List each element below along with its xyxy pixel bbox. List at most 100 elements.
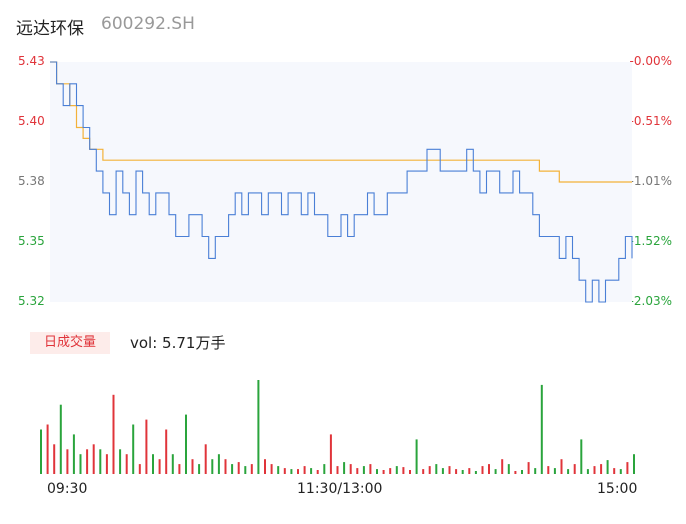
volume-bar — [586, 469, 589, 474]
volume-bar — [290, 469, 293, 474]
volume-bar — [613, 468, 616, 474]
volume-bar — [204, 444, 207, 474]
volume-bar — [250, 464, 253, 474]
volume-bar — [494, 469, 497, 474]
volume-bar — [455, 469, 458, 474]
volume-bar — [198, 464, 201, 474]
volume-bar — [132, 424, 135, 474]
volume-bar — [72, 434, 75, 474]
volume-bar — [474, 471, 477, 474]
volume-bar — [428, 466, 431, 474]
volume-bar — [329, 434, 332, 474]
volume-bar — [514, 471, 517, 474]
volume-bar — [593, 466, 596, 474]
volume-bar — [105, 454, 108, 474]
time-tick-label: 15:00 — [597, 481, 638, 497]
volume-bar — [389, 468, 392, 474]
volume-bar — [580, 439, 583, 474]
volume-bar — [409, 470, 411, 474]
volume-bar — [92, 444, 95, 474]
volume-bar — [125, 454, 128, 474]
volume-bar — [185, 414, 187, 474]
price-tick-label: 5.32 — [18, 294, 45, 308]
volume-bar — [534, 468, 537, 474]
volume-bar — [224, 459, 227, 474]
volume-bar — [310, 468, 313, 474]
volume-bar — [165, 429, 168, 474]
volume-bar — [626, 462, 629, 474]
volume-bar — [86, 449, 89, 474]
volume-bar — [619, 469, 622, 474]
volume-bar — [217, 454, 220, 474]
volume-bar — [343, 462, 346, 474]
volume-bar — [382, 470, 385, 474]
volume-bar — [422, 469, 425, 474]
volume-bar — [171, 454, 174, 474]
volume-bar — [600, 464, 603, 474]
pct-tick-label: -0.51% — [629, 114, 672, 128]
price-tick-label: 5.43 — [18, 54, 45, 68]
volume-bar — [507, 464, 510, 474]
volume-bar — [468, 468, 471, 474]
volume-bar — [448, 466, 451, 474]
volume-bar — [323, 464, 326, 474]
volume-bar — [356, 468, 359, 474]
volume-bar — [211, 459, 214, 474]
volume-bar — [501, 459, 504, 474]
volume-bar — [237, 462, 240, 474]
volume-bar — [283, 468, 286, 474]
volume-bar — [336, 466, 339, 474]
volume-bar — [540, 384, 543, 474]
price-line — [50, 61, 633, 303]
volume-bar — [553, 468, 556, 474]
volume-bar — [264, 459, 266, 474]
volume-bar — [277, 466, 280, 474]
volume-bar — [441, 468, 444, 474]
volume-bar — [362, 466, 365, 474]
volume-bar — [316, 470, 319, 474]
volume-bar — [40, 429, 42, 474]
volume-bar — [303, 466, 306, 474]
volume-bar — [481, 466, 484, 474]
volume-bar — [606, 460, 609, 474]
volume-bar — [231, 464, 234, 474]
pct-tick-label: -0.00% — [629, 54, 672, 68]
price-plot-area — [50, 62, 632, 302]
volume-bar — [461, 470, 464, 474]
volume-bar — [395, 466, 398, 474]
volume-bar — [297, 469, 299, 474]
volume-bar — [191, 459, 194, 474]
volume-bar — [145, 419, 148, 474]
volume-bar — [257, 380, 260, 474]
pct-tick-label: -1.52% — [629, 234, 672, 248]
volume-bar — [573, 464, 576, 474]
price-tick-label: 5.38 — [18, 174, 45, 188]
pct-tick-label: -1.01% — [629, 174, 672, 188]
time-tick-label: 09:30 — [47, 481, 88, 497]
daily-volume-button[interactable]: 日成交量 — [30, 332, 110, 354]
pct-tick-label: -2.03% — [629, 294, 672, 308]
price-tick-label: 5.40 — [18, 114, 45, 128]
volume-bar — [244, 466, 247, 474]
volume-bar — [402, 467, 405, 474]
volume-bar — [415, 439, 418, 474]
volume-bar — [119, 449, 122, 474]
volume-bar — [527, 462, 530, 474]
volume-bar — [435, 464, 438, 474]
volume-bar — [633, 454, 635, 474]
volume-bar — [488, 464, 490, 474]
time-tick-label: 11:30/13:00 — [297, 481, 383, 497]
average-price-line — [50, 61, 632, 183]
volume-bar — [79, 454, 82, 474]
volume-bar — [59, 404, 62, 474]
price-tick-label: 5.35 — [18, 234, 45, 248]
volume-bar — [547, 466, 550, 474]
volume-bar — [53, 444, 56, 474]
volume-bar — [560, 459, 563, 474]
volume-bar — [138, 464, 141, 474]
volume-bar — [567, 469, 570, 474]
volume-bar — [349, 464, 352, 474]
volume-bar — [152, 454, 154, 474]
volume-bar — [99, 449, 102, 474]
